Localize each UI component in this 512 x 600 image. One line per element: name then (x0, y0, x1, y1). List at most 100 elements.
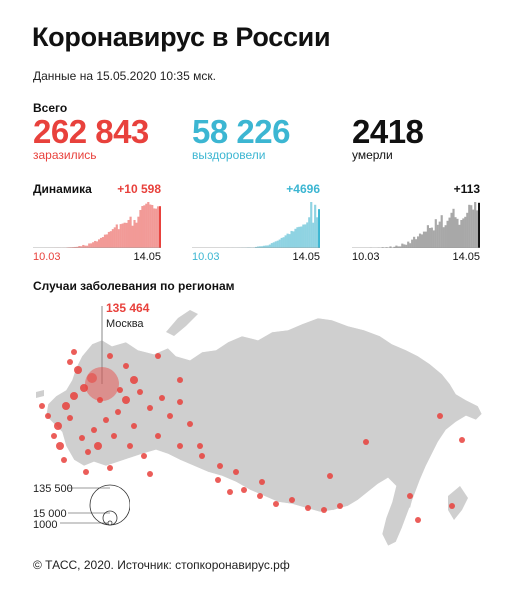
region-bubble (177, 377, 183, 383)
bar (434, 219, 437, 248)
russia-map (36, 306, 483, 547)
region-bubble (215, 477, 221, 483)
stat-died: 2418 умерли (352, 112, 424, 162)
bar (88, 243, 91, 248)
page-title: Коронавирус в России (32, 22, 331, 52)
bar (278, 239, 281, 248)
bar (274, 241, 277, 248)
region-bubble (97, 397, 103, 403)
bar (113, 227, 116, 248)
bar (456, 218, 459, 248)
bar (139, 210, 142, 248)
bar (272, 242, 275, 248)
bar (314, 204, 317, 248)
stat-infected: 262 843 заразились (33, 112, 149, 162)
bar (86, 245, 89, 248)
x-end-label: 14.05 (452, 251, 480, 263)
bar (262, 245, 266, 248)
bar (306, 222, 309, 248)
bar (268, 244, 271, 248)
region-bubble (70, 392, 78, 400)
bar (440, 215, 443, 248)
bar (286, 233, 289, 248)
bar (103, 234, 107, 248)
bar (97, 239, 101, 248)
region-bubble (177, 399, 183, 405)
region-bubble (289, 497, 295, 503)
region-bubble (122, 396, 130, 404)
bar (397, 246, 400, 248)
bar (270, 243, 273, 248)
legend-circle-large (89, 484, 131, 526)
region-bubble (147, 471, 153, 477)
bar (438, 221, 441, 248)
bar (407, 241, 410, 248)
bar (436, 224, 439, 248)
bar (84, 245, 87, 248)
bar (107, 231, 110, 248)
legend-label-small: 1000 (33, 519, 58, 531)
bar (478, 202, 480, 248)
bar (288, 234, 291, 248)
bar (282, 237, 285, 248)
bar (393, 246, 396, 248)
region-bubble (155, 353, 161, 359)
region-bubble (131, 423, 137, 429)
bar (290, 230, 293, 248)
bar (149, 204, 152, 248)
bar (80, 246, 83, 248)
region-bubble (103, 417, 109, 423)
region-bubble (327, 473, 333, 479)
region-bubble (233, 469, 239, 475)
region-bubble (67, 415, 73, 421)
region-bubble (67, 359, 73, 365)
bar (131, 225, 134, 248)
region-bubble (147, 405, 153, 411)
bar (117, 229, 120, 248)
delta-label: +10 598 (117, 182, 161, 196)
region-bubble (257, 493, 263, 499)
region-bubble (74, 366, 82, 374)
bar (129, 216, 132, 248)
bar (420, 234, 424, 248)
bar (151, 204, 154, 248)
bar (464, 216, 467, 248)
mini-chart-recovered: +4696 10.03 14.05 (192, 180, 320, 270)
region-bubble (273, 501, 279, 507)
region-bubble (217, 463, 223, 469)
bar (308, 217, 311, 248)
x-end-label: 14.05 (292, 251, 320, 263)
bar (444, 225, 447, 248)
region-bubble (155, 433, 161, 439)
kamchatka (448, 486, 468, 520)
region-bubble (449, 503, 455, 509)
died-label: умерли (352, 148, 393, 162)
bar (101, 237, 105, 248)
bar (452, 208, 455, 248)
bar (422, 231, 426, 248)
bars-recovered (192, 202, 320, 248)
bar (450, 212, 453, 248)
region-bubble (197, 443, 203, 449)
infected-value: 262 843 (33, 113, 149, 150)
region-bubble (459, 437, 465, 443)
region-bubble (141, 453, 147, 459)
bar (155, 208, 158, 248)
date-line: Данные на 15.05.2020 10:35 мск. (33, 69, 216, 83)
bar (416, 236, 420, 248)
region-bubble (107, 465, 113, 471)
region-bubble (177, 443, 183, 449)
bar (145, 203, 148, 248)
total-label: Всего (33, 101, 68, 115)
bar (318, 209, 320, 248)
bar (310, 202, 313, 248)
region-bubble (87, 373, 97, 383)
bar (284, 235, 287, 248)
kaliningrad (36, 390, 44, 398)
region-bubble (407, 493, 413, 499)
bar (72, 247, 75, 248)
region-bubble (83, 469, 89, 475)
region-bubble (137, 389, 143, 395)
region-bubble (71, 349, 77, 355)
bar (127, 219, 130, 248)
